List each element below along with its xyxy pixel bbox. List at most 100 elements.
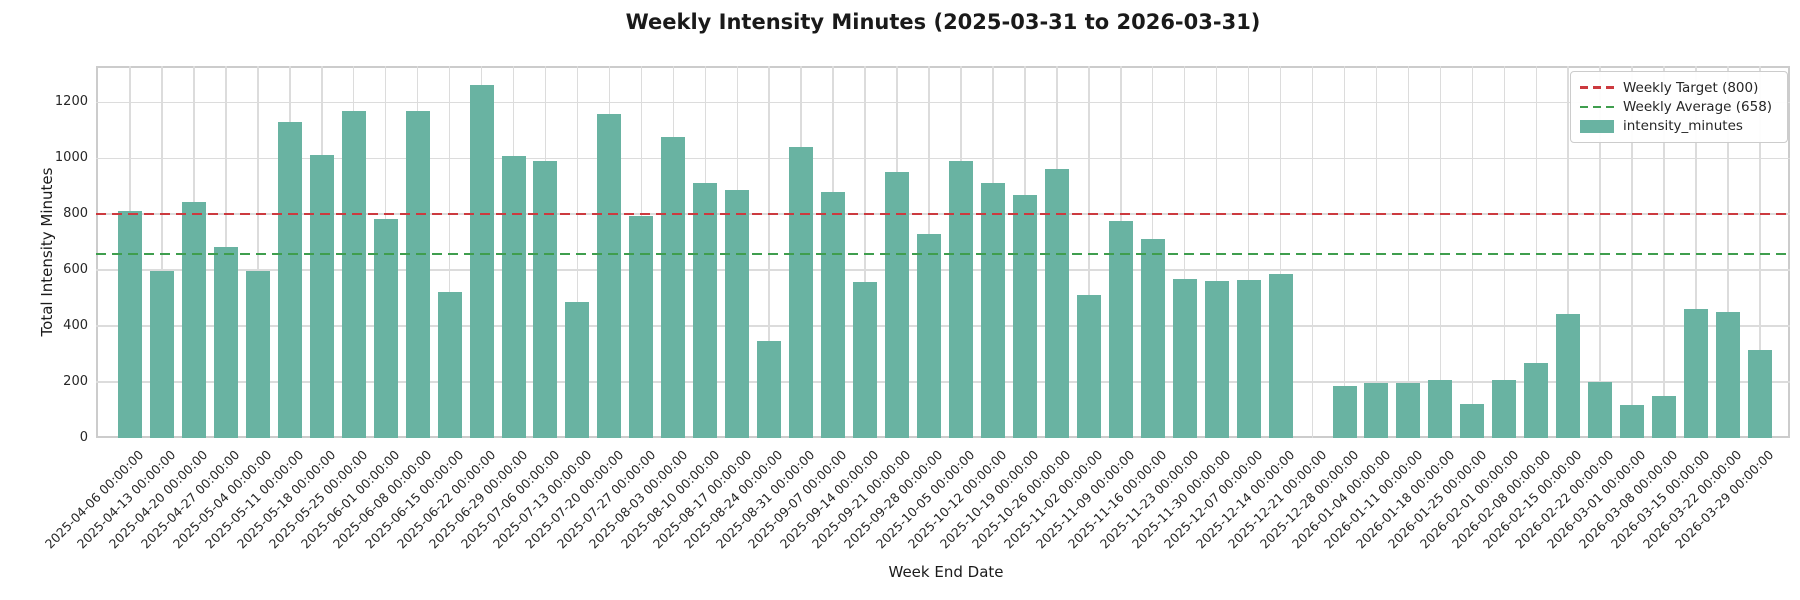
- v-gridline: [1503, 66, 1506, 438]
- bar: [885, 172, 910, 438]
- bar: [725, 189, 750, 438]
- bar: [853, 282, 878, 438]
- bar: [1524, 363, 1549, 438]
- legend-item-label: Weekly Target (800): [1623, 79, 1759, 96]
- h-gridline: [96, 325, 1790, 327]
- bar: [1108, 221, 1133, 438]
- v-gridline: [1759, 66, 1761, 438]
- y-tick-label: 1200: [54, 94, 88, 110]
- bar: [1364, 383, 1389, 438]
- y-tick-label: 600: [63, 262, 88, 278]
- v-gridline: [1567, 66, 1569, 438]
- bar: [1236, 280, 1261, 438]
- bar: [437, 291, 462, 438]
- v-gridline: [576, 66, 579, 438]
- bar: [1332, 385, 1357, 438]
- bar: [1076, 294, 1101, 438]
- legend-item-average: Weekly Average (658): [1580, 97, 1778, 116]
- v-gridline: [1727, 66, 1729, 438]
- y-tick-label: 800: [63, 206, 88, 222]
- bar: [1268, 274, 1293, 438]
- bar: [469, 84, 494, 438]
- average-dashed-line-swatch: [1580, 105, 1614, 109]
- v-gridline: [768, 66, 770, 438]
- bar: [118, 211, 142, 438]
- bar: [1684, 308, 1709, 438]
- h-gridline: [96, 157, 1790, 160]
- bar: [565, 301, 590, 438]
- reference-line: [96, 252, 1790, 256]
- bar: [821, 191, 846, 438]
- reference-line: [96, 213, 1790, 216]
- bar: [1716, 312, 1741, 438]
- legend: Weekly Target (800) Weekly Average (658)…: [1570, 71, 1788, 143]
- bar: [661, 137, 686, 438]
- bar: [1012, 195, 1037, 438]
- h-gridline: [96, 269, 1790, 271]
- h-gridline: [96, 381, 1790, 383]
- v-gridline: [1279, 66, 1282, 438]
- v-gridline: [1535, 66, 1538, 438]
- series-bar-swatch: [1580, 119, 1614, 133]
- bar: [245, 271, 270, 438]
- bar: [1460, 403, 1485, 438]
- v-gridline: [1215, 66, 1218, 438]
- bar: [757, 341, 782, 438]
- bar: [309, 154, 334, 438]
- v-gridline: [1183, 66, 1186, 438]
- v-gridline: [1663, 66, 1665, 438]
- v-gridline: [1599, 66, 1601, 438]
- bar: [1492, 380, 1517, 438]
- v-gridline: [1311, 66, 1314, 438]
- bar: [213, 246, 238, 438]
- bar: [533, 161, 558, 438]
- y-tick-label: 0: [79, 430, 88, 445]
- v-gridline: [1407, 66, 1410, 438]
- legend-item-label: Weekly Average (658): [1623, 98, 1773, 115]
- bar: [597, 113, 622, 438]
- v-gridline: [1088, 66, 1090, 438]
- v-gridline: [1471, 66, 1474, 438]
- y-tick-label: 200: [63, 374, 88, 390]
- bar: [948, 161, 973, 438]
- bar: [1620, 405, 1645, 438]
- bar: [1748, 350, 1772, 438]
- v-gridline: [161, 66, 163, 438]
- bar: [1140, 239, 1165, 438]
- bar: [405, 110, 430, 438]
- v-gridline: [1343, 66, 1346, 438]
- bar: [373, 218, 398, 438]
- bar: [693, 183, 718, 438]
- bar: [1396, 383, 1421, 438]
- x-axis-label: Week End Date: [888, 563, 1004, 581]
- v-gridline: [1247, 66, 1250, 438]
- bar: [1652, 396, 1677, 438]
- bar: [149, 271, 174, 438]
- bar: [1588, 382, 1613, 438]
- bar: [789, 147, 814, 438]
- y-axis-label: Total Intensity Minutes: [38, 167, 56, 337]
- legend-item-series: intensity_minutes: [1580, 117, 1778, 136]
- bar: [341, 110, 366, 438]
- bar: [501, 156, 526, 438]
- v-gridline: [1631, 66, 1633, 438]
- bar: [1172, 278, 1197, 438]
- bar: [1428, 379, 1453, 438]
- y-tick-label: 400: [63, 318, 88, 334]
- target-dashed-line-swatch: [1580, 86, 1614, 89]
- v-gridline: [1375, 66, 1378, 438]
- bar: [1044, 168, 1069, 438]
- bar: [277, 121, 302, 438]
- v-gridline: [864, 66, 866, 438]
- legend-item-target: Weekly Target (800): [1580, 78, 1778, 97]
- y-tick-label: 1000: [54, 150, 88, 166]
- h-gridline: [96, 101, 1790, 104]
- legend-item-label: intensity_minutes: [1623, 118, 1743, 135]
- bar: [980, 182, 1005, 438]
- bar: [181, 201, 206, 438]
- bar: [1204, 280, 1229, 438]
- bar: [917, 233, 942, 438]
- bar: [1556, 313, 1581, 438]
- bar: [629, 216, 654, 438]
